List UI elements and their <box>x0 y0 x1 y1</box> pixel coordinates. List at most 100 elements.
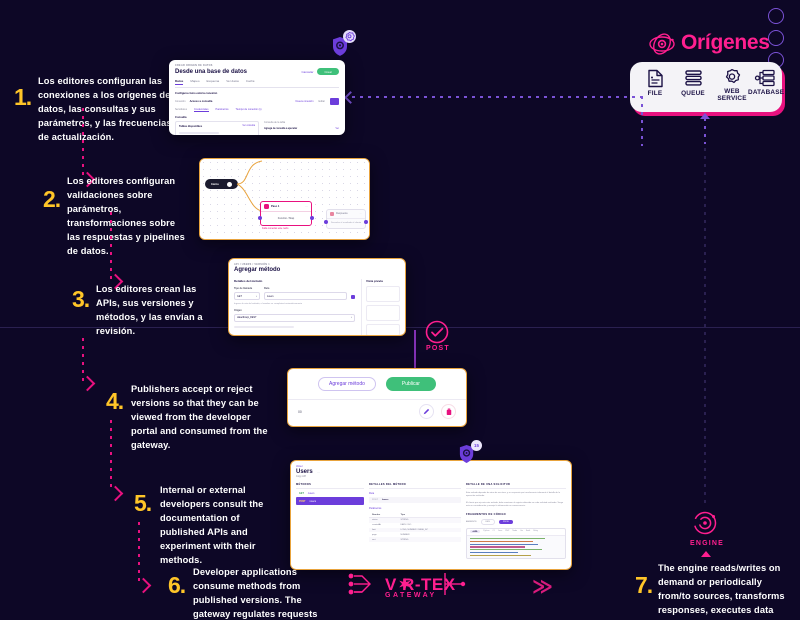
card5-methods-header: MÉTODOS <box>296 483 364 489</box>
card1-tables-link[interactable]: Ver consulta <box>242 125 255 127</box>
card1-tab-mapeo[interactable]: Mapeo <box>190 79 200 83</box>
pipeline-response-icon <box>330 211 334 216</box>
card5-methods-col: MÉTODOS GET /users POST /users <box>296 483 364 559</box>
card1-chip-servidores[interactable]: Servidores <box>175 108 187 111</box>
table-row: status STRING <box>369 517 461 523</box>
pipeline-node-menu-icon[interactable]: ⋯ <box>305 205 308 208</box>
step-number-3: 3. <box>72 286 90 312</box>
card3-f3-select[interactable]: data/db/api_REST ▾ <box>234 313 355 322</box>
chevron-down-icon-2: ▾ <box>350 317 352 319</box>
card5-lang-tabs[interactable]: cURL Python C# Java PHP Node Go Swift Ru… <box>467 529 565 536</box>
card5-code-panel[interactable]: cURL Python C# Java PHP Node Go Swift Ru… <box>466 527 566 560</box>
gateway-sub: GATEWAY <box>385 592 437 599</box>
card3-f2-input[interactable]: /users <box>264 292 347 300</box>
step-text-3: Los editores crean las APIs, sus version… <box>96 284 203 336</box>
origin-item-file[interactable]: FILE <box>638 69 672 97</box>
card1-create-button[interactable]: Crear <box>317 68 339 75</box>
card-publish[interactable]: Agregar método Publicar 00 <box>287 368 467 427</box>
orbit-icon <box>648 30 676 58</box>
file-icon <box>647 69 663 88</box>
connector-engine-spine <box>704 148 706 508</box>
origin-label-queue: QUEUE <box>681 90 705 97</box>
card1-chips[interactable]: Servidores Credenciales Parámetros Tiemp… <box>175 108 339 112</box>
pipeline-node-body: Función / Map <box>277 217 295 220</box>
card5-lang-python[interactable]: Python <box>483 530 490 533</box>
arrowhead-origins-up <box>700 113 710 119</box>
connector-4-5 <box>110 420 112 492</box>
pipeline-response-port-in[interactable] <box>324 220 328 224</box>
card5-ruta-path: /users <box>381 499 389 501</box>
card1-chip-timeout[interactable]: Tiempo de conexión (s) <box>235 108 262 111</box>
card1-tabs[interactable]: Datos Mapeo Esquema Ver datos Caché <box>175 79 339 88</box>
card-pipeline[interactable]: Inicio Paso 1 ⋯ Función / Map Falta cone… <box>199 158 370 240</box>
pipeline-response-port-out[interactable] <box>364 220 368 224</box>
origin-item-web-service[interactable]: WEB SERVICE <box>712 68 752 103</box>
card5-lang-java[interactable]: Java <box>498 530 503 533</box>
pipeline-port-out[interactable] <box>310 216 314 220</box>
pipeline-start-node[interactable]: Inicio <box>205 179 238 189</box>
gateway-name-text: V R-TEX <box>385 575 456 594</box>
card1-query-link[interactable]: Ver <box>335 127 339 130</box>
card-add-method[interactable]: API / USERS / VERSIÓN 1 Agregar método D… <box>228 258 406 336</box>
card3-hint: Ingresa la ruta del método, el nombre se… <box>234 302 303 305</box>
pipeline-start-port[interactable] <box>226 181 232 187</box>
origin-item-database[interactable]: DATABASE <box>748 69 784 96</box>
card-developer-portal[interactable]: Volver Users ⋯ Copy API MÉTODOS GET /use… <box>290 460 572 570</box>
card5-method-row-get[interactable]: GET /users <box>296 489 364 497</box>
card3-f3-value: data/db/api_REST <box>237 316 257 319</box>
card1-tab-datos[interactable]: Datos <box>175 79 184 85</box>
connector-card1-origins <box>352 96 642 98</box>
card5-menu-icon[interactable]: ⋯ <box>316 470 320 474</box>
decor-ring-1 <box>768 8 784 24</box>
card5-lang-php[interactable]: PHP <box>505 530 510 533</box>
gateway-star-icon <box>398 577 412 596</box>
card3-f1-select[interactable]: GET ▾ <box>234 292 260 300</box>
trash-icon[interactable] <box>441 404 456 419</box>
card1-tab-esquema[interactable]: Esquema <box>206 79 220 83</box>
pipeline-response-menu-icon[interactable]: ⋯ <box>359 212 362 216</box>
card5-env-dev[interactable]: DEV <box>480 519 495 525</box>
pipeline-start-label: Inicio <box>211 182 219 186</box>
card1-edit-link[interactable]: Editar <box>318 100 325 103</box>
step-text-2: Los editores configuran validaciones sob… <box>67 176 185 256</box>
gear-icon <box>725 68 741 84</box>
pipeline-port-in[interactable] <box>258 216 262 220</box>
card1-chip-credenciales[interactable]: Credenciales <box>193 108 209 112</box>
table-row: sort STRING <box>369 537 461 542</box>
card3-preview-panel: Vista previa <box>361 279 400 335</box>
pencil-icon[interactable] <box>419 404 434 419</box>
card5-method-row-post[interactable]: POST /users <box>296 497 364 505</box>
card3-f1-label: Tipo de llamada <box>234 287 253 290</box>
card5-lang-ruby[interactable]: Ruby <box>533 530 538 533</box>
pipeline-response-title: Respuesta <box>336 212 348 216</box>
card1-cancel-button[interactable]: Cancelar <box>301 69 314 74</box>
card5-back-link[interactable]: Volver <box>296 465 303 468</box>
card1-tab-verdatos[interactable]: Ver datos <box>226 79 239 83</box>
card5-lang-node[interactable]: Node <box>512 530 518 533</box>
card5-method-verb-get: GET <box>299 491 304 495</box>
card1-action-icon[interactable] <box>330 98 339 105</box>
origin-item-queue[interactable]: QUEUE <box>674 69 712 97</box>
card5-lang-go[interactable]: Go <box>520 530 523 533</box>
card5-lang-csharp[interactable]: C# <box>492 530 496 533</box>
connector-3-4 <box>82 338 84 382</box>
card5-lang-swift[interactable]: Swift <box>525 530 531 533</box>
card1-field-value[interactable]: Acceso a consulta <box>189 100 213 103</box>
card1-new-conn-link[interactable]: Nueva conexión <box>295 100 314 103</box>
decor-ring-2 <box>768 30 784 46</box>
arrowhead-card1 <box>344 91 357 104</box>
card-datasource[interactable]: CREAR ORIGEN DE DATOS Desde una base de … <box>169 60 345 135</box>
card5-lang-curl[interactable]: cURL <box>470 530 481 534</box>
pipeline-node-response[interactable]: Respuesta ⋯ Devuelve el resultado al cli… <box>324 209 368 229</box>
card1-query-panel[interactable]: Consulta de la tabla Agrega la consulta … <box>264 121 339 135</box>
table-row: createdAt DATE / ISO <box>372 524 412 527</box>
card1-chip-parametros[interactable]: Parámetros <box>215 108 229 111</box>
card5-env-prod[interactable]: PROD <box>498 520 513 524</box>
card4-add-method-button[interactable]: Agregar método <box>318 377 376 391</box>
card4-publish-button[interactable]: Publicar <box>385 377 436 391</box>
step-number-2: 2. <box>43 186 61 212</box>
card1-tables-panel[interactable]: Tablas disponibles Ver consulta <box>175 121 259 135</box>
card1-tab-cache[interactable]: Caché <box>245 79 255 83</box>
card3-preview-title: Vista previa <box>366 279 383 283</box>
pipeline-node-step1[interactable]: Paso 1 ⋯ Función / Map <box>258 201 314 226</box>
